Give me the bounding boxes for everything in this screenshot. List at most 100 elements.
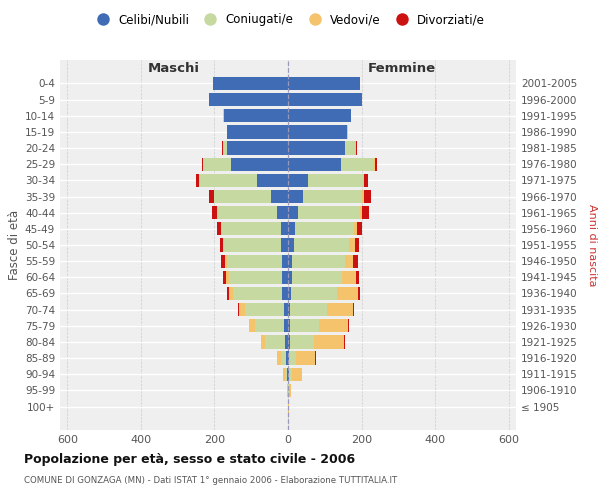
Bar bbox=[222, 142, 223, 154]
Bar bbox=[291, 287, 337, 300]
Bar bbox=[290, 319, 319, 332]
Bar bbox=[355, 238, 359, 252]
Bar bbox=[222, 222, 281, 235]
Bar bbox=[355, 142, 356, 154]
Bar bbox=[287, 368, 288, 381]
Bar bbox=[290, 336, 314, 348]
Bar bbox=[343, 270, 356, 284]
Bar bbox=[289, 384, 290, 397]
Bar bbox=[209, 190, 214, 203]
Bar bbox=[277, 206, 288, 220]
Bar bbox=[288, 142, 345, 154]
Bar bbox=[238, 303, 239, 316]
Text: Popolazione per età, sesso e stato civile - 2006: Popolazione per età, sesso e stato civil… bbox=[24, 452, 355, 466]
Bar bbox=[199, 174, 200, 187]
Bar bbox=[292, 368, 302, 381]
Bar bbox=[227, 142, 288, 154]
Bar bbox=[353, 254, 358, 268]
Bar bbox=[288, 319, 290, 332]
Bar bbox=[286, 352, 288, 364]
Bar bbox=[221, 254, 225, 268]
Bar bbox=[285, 368, 287, 381]
Bar bbox=[289, 368, 292, 381]
Bar bbox=[288, 352, 289, 364]
Bar bbox=[292, 254, 344, 268]
Bar bbox=[298, 206, 360, 220]
Bar bbox=[362, 190, 364, 203]
Bar bbox=[283, 287, 288, 300]
Bar bbox=[226, 270, 229, 284]
Bar bbox=[288, 109, 350, 122]
Bar bbox=[223, 109, 224, 122]
Bar bbox=[288, 222, 295, 235]
Bar bbox=[358, 287, 360, 300]
Bar bbox=[288, 93, 362, 106]
Bar bbox=[344, 254, 353, 268]
Bar bbox=[271, 190, 288, 203]
Bar bbox=[288, 254, 292, 268]
Bar bbox=[288, 270, 292, 284]
Bar bbox=[200, 174, 257, 187]
Bar bbox=[217, 206, 218, 220]
Bar bbox=[227, 126, 288, 138]
Bar bbox=[347, 126, 349, 138]
Bar bbox=[229, 287, 233, 300]
Bar bbox=[281, 238, 288, 252]
Bar bbox=[296, 352, 315, 364]
Bar bbox=[285, 336, 288, 348]
Bar bbox=[341, 158, 374, 171]
Bar bbox=[288, 206, 298, 220]
Bar bbox=[203, 158, 231, 171]
Bar bbox=[217, 222, 221, 235]
Bar bbox=[214, 190, 271, 203]
Bar bbox=[326, 303, 353, 316]
Bar bbox=[227, 287, 229, 300]
Bar bbox=[225, 254, 227, 268]
Bar bbox=[303, 190, 362, 203]
Bar bbox=[288, 368, 289, 381]
Bar bbox=[374, 158, 375, 171]
Bar bbox=[283, 270, 288, 284]
Bar bbox=[288, 238, 293, 252]
Bar bbox=[356, 142, 357, 154]
Bar bbox=[289, 352, 296, 364]
Bar bbox=[295, 222, 354, 235]
Bar bbox=[315, 352, 316, 364]
Bar bbox=[292, 270, 343, 284]
Bar bbox=[212, 206, 217, 220]
Bar bbox=[245, 303, 284, 316]
Text: COMUNE DI GONZAGA (MN) - Dati ISTAT 1° gennaio 2006 - Elaborazione TUTTITALIA.IT: COMUNE DI GONZAGA (MN) - Dati ISTAT 1° g… bbox=[24, 476, 397, 485]
Bar bbox=[288, 174, 308, 187]
Bar bbox=[227, 254, 282, 268]
Bar bbox=[349, 238, 355, 252]
Bar bbox=[250, 319, 255, 332]
Bar bbox=[350, 109, 351, 122]
Bar bbox=[223, 238, 224, 252]
Bar bbox=[196, 174, 199, 187]
Bar bbox=[281, 222, 288, 235]
Bar bbox=[362, 174, 364, 187]
Bar bbox=[231, 158, 288, 171]
Text: Maschi: Maschi bbox=[148, 62, 200, 74]
Bar bbox=[360, 206, 362, 220]
Bar bbox=[345, 142, 355, 154]
Bar bbox=[354, 222, 357, 235]
Bar bbox=[281, 352, 286, 364]
Bar bbox=[362, 206, 369, 220]
Bar bbox=[364, 174, 368, 187]
Bar bbox=[353, 303, 354, 316]
Bar bbox=[233, 287, 283, 300]
Y-axis label: Fasce di età: Fasce di età bbox=[8, 210, 21, 280]
Bar bbox=[221, 222, 222, 235]
Text: Femmine: Femmine bbox=[368, 62, 436, 74]
Bar bbox=[288, 77, 360, 90]
Bar bbox=[220, 238, 223, 252]
Bar bbox=[239, 303, 245, 316]
Bar bbox=[288, 190, 303, 203]
Bar bbox=[261, 336, 265, 348]
Bar bbox=[288, 287, 291, 300]
Bar bbox=[209, 93, 288, 106]
Legend: Celibi/Nubili, Coniugati/e, Vedovi/e, Divorziati/e: Celibi/Nubili, Coniugati/e, Vedovi/e, Di… bbox=[86, 8, 490, 31]
Bar bbox=[223, 270, 226, 284]
Bar bbox=[282, 254, 288, 268]
